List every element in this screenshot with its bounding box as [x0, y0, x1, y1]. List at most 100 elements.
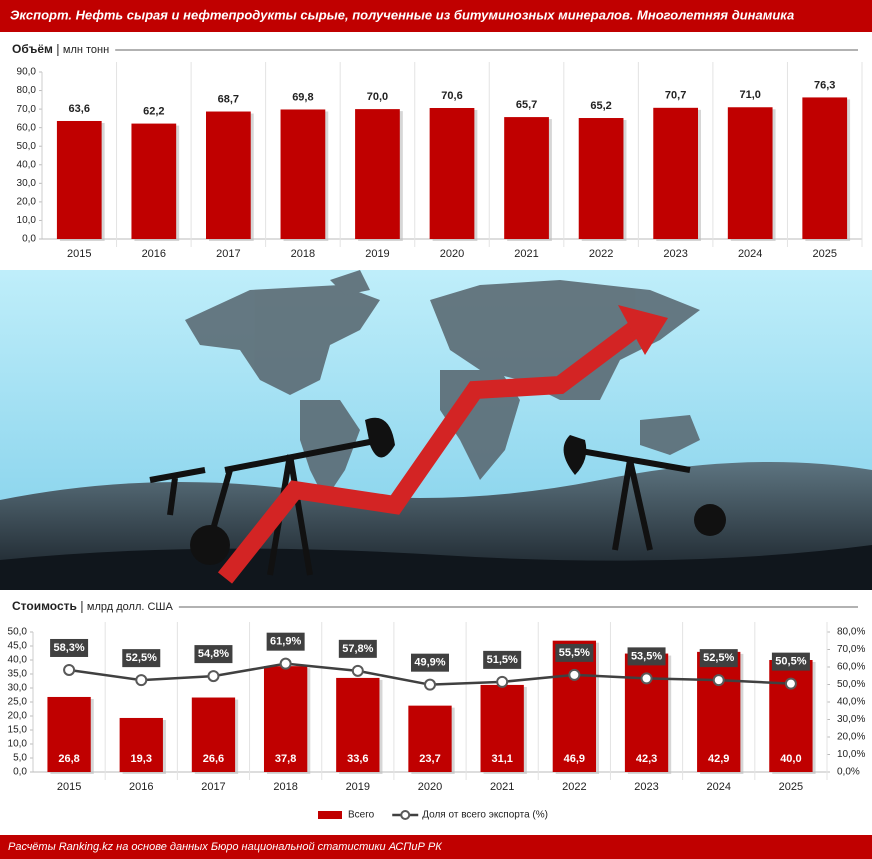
chart-unit: млн тонн	[63, 44, 109, 56]
data-label: 61,9%	[270, 636, 301, 648]
data-label: 53,5%	[631, 650, 662, 662]
data-label: 57,8%	[342, 643, 373, 655]
data-label: 63,6	[69, 103, 90, 115]
x-tick-label: 2017	[216, 248, 240, 260]
data-label: 31,1	[491, 753, 512, 765]
bar	[119, 717, 163, 772]
y-tick-label: 20,0	[17, 197, 37, 208]
data-label: 68,7	[218, 93, 239, 105]
y2-tick-label: 20,0%	[837, 732, 865, 743]
data-label-box	[627, 647, 666, 666]
data-label: 55,5%	[559, 647, 590, 659]
data-label-box	[338, 639, 377, 658]
header-bar	[0, 0, 872, 32]
y-tick-label: 90,0	[17, 67, 37, 78]
data-label: 49,9%	[414, 657, 445, 669]
x-tick-label: 2021	[514, 248, 538, 260]
bar	[802, 97, 848, 239]
data-label-box	[122, 649, 161, 668]
data-label: 40,0	[780, 753, 801, 765]
y-tick-label: 10,0	[17, 215, 37, 226]
chart-title: Стоимость	[12, 599, 77, 613]
data-label: 62,2	[143, 105, 164, 117]
y2-tick-label: 10,0%	[837, 749, 865, 760]
legend-label: Всего	[348, 810, 375, 821]
data-label-box	[50, 638, 89, 657]
data-label: 76,3	[814, 79, 835, 91]
line-marker	[712, 674, 725, 687]
y2-tick-label: 40,0%	[837, 697, 865, 708]
data-label: 42,9	[708, 753, 729, 765]
x-tick-label: 2025	[779, 781, 803, 793]
line-marker	[568, 668, 581, 681]
data-label: 42,3	[636, 753, 657, 765]
data-label-box	[194, 645, 233, 664]
x-tick-label: 2022	[589, 248, 613, 260]
y-tick-label: 80,0	[17, 85, 37, 96]
y-tick-label: 25,0	[8, 697, 28, 708]
x-tick-label: 2023	[663, 248, 687, 260]
y2-tick-label: 0,0%	[837, 767, 860, 778]
line-marker	[63, 663, 76, 676]
bar	[191, 697, 236, 772]
y-tick-label: 30,0	[8, 683, 28, 694]
x-tick-label: 2017	[201, 781, 225, 793]
y-tick-label: 5,0	[13, 753, 27, 764]
bar	[263, 666, 308, 772]
x-tick-label: 2015	[67, 248, 91, 260]
line-marker	[279, 657, 292, 670]
chart-unit: млрд долл. США	[87, 601, 174, 613]
data-label: 26,8	[58, 753, 79, 765]
x-tick-label: 2021	[490, 781, 514, 793]
y2-tick-label: 80,0%	[837, 627, 865, 638]
x-tick-label: 2015	[57, 781, 81, 793]
x-tick-label: 2020	[440, 248, 464, 260]
data-label: 65,2	[590, 100, 611, 112]
bar	[429, 107, 475, 240]
x-tick-label: 2024	[738, 248, 762, 260]
data-label-box	[483, 650, 522, 669]
x-tick-label: 2023	[634, 781, 658, 793]
y2-tick-label: 30,0%	[837, 714, 865, 725]
y-tick-label: 15,0	[8, 725, 28, 736]
bar	[47, 696, 91, 772]
data-label-box	[266, 632, 305, 651]
data-label: 37,8	[275, 753, 296, 765]
line-marker	[135, 674, 148, 687]
data-label-box	[699, 649, 738, 668]
line-marker	[784, 677, 797, 690]
x-tick-label: 2022	[562, 781, 586, 793]
y-tick-label: 45,0	[8, 641, 28, 652]
bar	[578, 118, 624, 239]
bar	[355, 109, 400, 239]
y-tick-label: 35,0	[8, 669, 28, 680]
x-tick-label: 2016	[129, 781, 153, 793]
data-label: 54,8%	[198, 648, 229, 660]
x-tick-label: 2025	[812, 248, 836, 260]
y-tick-label: 50,0	[8, 627, 28, 638]
data-label: 19,3	[131, 753, 152, 765]
y-tick-label: 0,0	[13, 767, 27, 778]
bar	[552, 640, 597, 772]
data-label: 46,9	[564, 753, 585, 765]
x-tick-label: 2019	[346, 781, 370, 793]
bar	[504, 117, 549, 239]
x-tick-label: 2020	[418, 781, 442, 793]
data-label: 50,5%	[775, 656, 806, 668]
line-marker	[424, 678, 436, 691]
data-label-box	[411, 653, 449, 672]
data-label-box	[771, 652, 810, 671]
y-tick-label: 40,0	[17, 159, 37, 170]
bar	[408, 705, 452, 772]
bar	[336, 677, 380, 772]
data-label: 65,7	[516, 99, 537, 111]
data-label: 71,0	[739, 89, 760, 101]
data-label: 26,6	[203, 753, 224, 765]
data-label: 33,6	[347, 753, 368, 765]
y2-tick-label: 70,0%	[837, 644, 865, 655]
bar	[206, 111, 251, 239]
data-label: 70,6	[441, 90, 462, 102]
bar	[697, 651, 741, 772]
bar	[280, 109, 326, 239]
